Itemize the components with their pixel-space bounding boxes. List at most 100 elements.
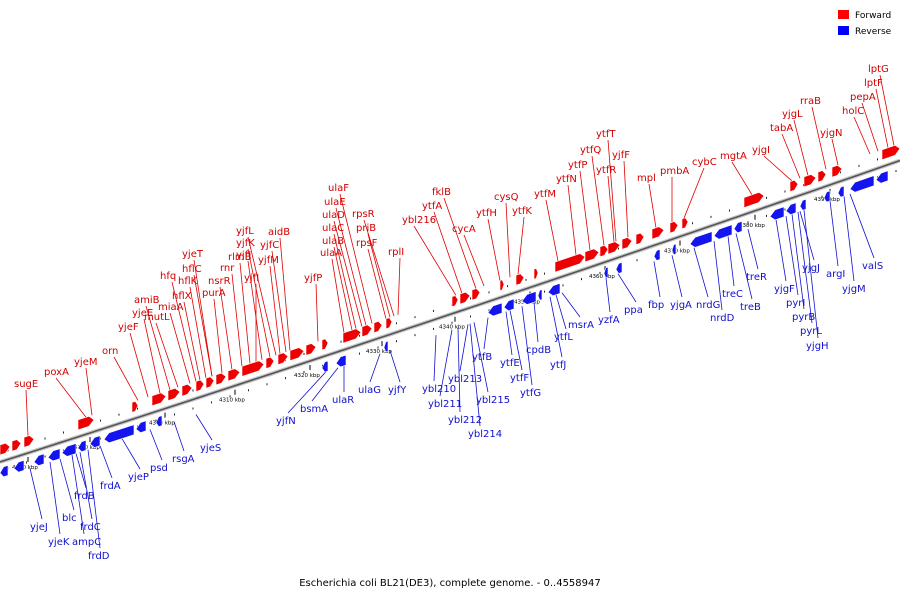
- label-connector: [369, 353, 381, 383]
- label-connector: [87, 449, 101, 549]
- label-connector: [339, 193, 373, 324]
- label-connector: [861, 102, 879, 152]
- label-connector: [413, 225, 457, 296]
- label-connector: [155, 322, 179, 388]
- label-connector: [315, 283, 319, 342]
- gene-label-ybl212: ybl212: [448, 415, 482, 426]
- gene-label-mgtA: mgtA: [720, 151, 747, 162]
- reverse-gene-arrow: [537, 289, 543, 301]
- label-connector: [169, 312, 191, 384]
- legend-swatch-forward: [838, 10, 849, 19]
- label-connector: [171, 281, 197, 382]
- forward-gene-arrow: [743, 192, 765, 209]
- gene-label-ulaB: ulaB: [322, 236, 344, 247]
- label-connector: [189, 286, 207, 379]
- label-connector: [145, 305, 171, 391]
- label-connector: [875, 88, 889, 148]
- label-connector: [781, 133, 801, 179]
- gene-label-argI: argI: [826, 269, 845, 280]
- forward-gene-arrow: [621, 237, 633, 250]
- gene-label-ybl211: ybl211: [428, 399, 462, 410]
- reverse-gene-arrow: [603, 266, 609, 279]
- label-connector: [505, 311, 513, 356]
- forward-gene-arrow: [227, 368, 241, 382]
- label-connector: [173, 421, 185, 452]
- gene-label-ytfQ: ytfQ: [580, 145, 601, 156]
- label-connector: [397, 257, 401, 315]
- gene-label-ytfK: ytfK: [512, 206, 532, 217]
- forward-gene-arrow: [669, 221, 679, 234]
- label-connector: [195, 414, 213, 441]
- forward-gene-arrow: [681, 217, 689, 230]
- label-connector: [193, 259, 213, 377]
- gene-label-hflC: hflC: [182, 264, 202, 275]
- gene-label-pyrL: pyrL: [800, 326, 822, 337]
- forward-gene-arrow: [289, 347, 305, 362]
- gene-label-rplI: rplI: [388, 247, 404, 258]
- gene-label-ytfE: ytfE: [500, 358, 520, 369]
- label-connector: [311, 367, 339, 402]
- gene-label-ytfR: ytfR: [596, 165, 616, 176]
- gene-label-yjgJ: yjgJ: [802, 263, 820, 274]
- gene-label-hflX: hflX: [172, 291, 192, 302]
- gene-label-rpsR: rpsR: [352, 209, 375, 220]
- gene-label-fbp: fbp: [648, 300, 664, 311]
- label-connector: [331, 258, 345, 333]
- label-connector: [333, 246, 353, 331]
- forward-gene-arrow: [361, 324, 373, 338]
- forward-gene-arrow: [0, 442, 11, 456]
- label-connector: [735, 233, 753, 300]
- label-connector: [549, 296, 563, 358]
- gene-label-ytfM: ytfM: [534, 189, 556, 200]
- gene-label-pyrI: pyrI: [786, 298, 805, 309]
- gene-label-yjeJ: yjeJ: [30, 522, 48, 533]
- gene-label-yjeP: yjeP: [128, 472, 149, 483]
- gene-label-priB: priB: [356, 223, 376, 234]
- gene-label-valS: valS: [862, 261, 883, 272]
- gene-features: [0, 144, 900, 478]
- gene-label-poxA: poxA: [44, 367, 69, 378]
- gene-label-orn: orn: [102, 346, 118, 357]
- gene-label-rraB: rraB: [800, 96, 821, 107]
- gene-label-ybl214: ybl214: [468, 429, 502, 440]
- gene-label-nrdD: nrdD: [710, 313, 735, 324]
- reverse-gene-arrow: [135, 420, 147, 433]
- reverse-gene-arrow: [335, 354, 347, 368]
- forward-gene-arrow: [635, 232, 645, 246]
- forward-gene-arrow: [195, 379, 205, 392]
- gene-label-yjeT: yjeT: [182, 249, 204, 260]
- forward-gene-arrow: [789, 179, 799, 193]
- label-connector: [433, 211, 463, 294]
- forward-gene-arrow: [515, 273, 525, 286]
- forward-gene-arrow: [77, 415, 95, 431]
- forward-gene-arrow: [499, 279, 505, 292]
- gene-label-pmbA: pmbA: [660, 166, 689, 177]
- gene-label-aidB: aidB: [268, 227, 290, 238]
- forward-gene-arrow: [817, 170, 827, 183]
- label-connector: [463, 234, 485, 287]
- label-connector: [785, 216, 799, 296]
- label-connector: [483, 317, 489, 350]
- gene-label-hfq: hfq: [160, 271, 176, 282]
- legend-label-reverse: Reverse: [855, 27, 892, 37]
- forward-gene-arrow: [651, 226, 665, 240]
- forward-gene-arrow: [831, 164, 843, 178]
- gene-label-ytfN: ytfN: [556, 174, 577, 185]
- label-connector: [517, 216, 525, 275]
- gene-label-yjfF: yjfF: [612, 150, 630, 161]
- gene-label-sugE: sugE: [14, 379, 38, 390]
- label-connector: [129, 332, 149, 398]
- forward-gene-arrow: [215, 372, 227, 386]
- forward-gene-arrow: [803, 174, 817, 188]
- reverse-gene-arrow: [733, 220, 743, 234]
- label-connector: [747, 229, 759, 270]
- tick-label: 4290 kbp: [74, 445, 100, 451]
- label-connector: [439, 329, 453, 397]
- label-connector: [99, 445, 113, 479]
- reverse-gene-arrow: [837, 185, 845, 198]
- gene-label-ytfJ: ytfJ: [550, 360, 566, 371]
- figure-caption: Escherichia coli BL21(DE3), complete gen…: [299, 578, 601, 589]
- label-connector: [271, 250, 287, 352]
- gene-label-nrdG: nrdG: [696, 300, 720, 311]
- forward-gene-arrow: [181, 383, 193, 397]
